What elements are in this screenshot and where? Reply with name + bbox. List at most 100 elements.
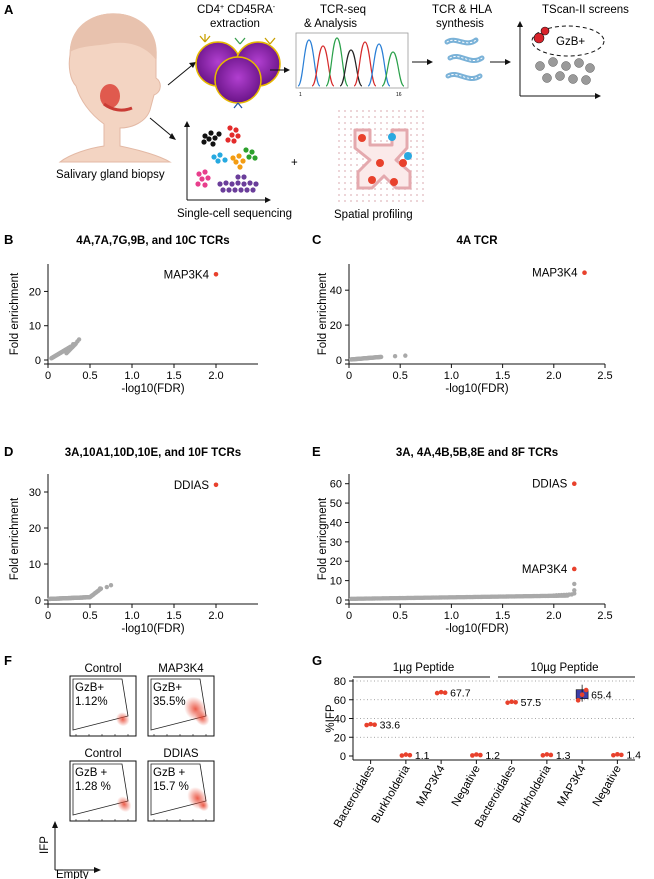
g-data-point <box>407 752 413 758</box>
panel-g: G 1µg Peptide 10µg Peptide020406080%IFPBa… <box>312 653 641 830</box>
y-tick-label: 60 <box>330 479 342 491</box>
gate-value: 15.7 % <box>153 781 189 793</box>
y-tick-label: 10 <box>29 559 41 571</box>
y-tick-label: 50 <box>330 498 342 510</box>
y-axis-label: Fold enricgment <box>317 497 329 580</box>
x-tick-label: 0.5 <box>82 370 97 382</box>
g-value-label: 1.4 <box>626 750 641 762</box>
head-illustration <box>58 13 172 163</box>
g-data-point <box>505 700 510 705</box>
data-point <box>572 591 577 596</box>
scatter-panels: B 4A,7A,7G,9B, and 10C TCRs 0 0.5 1.0 1.5 2.0 0… <box>4 232 613 635</box>
gzb-label: GzB+ <box>556 36 585 48</box>
x-tick-label: 1.5 <box>495 610 510 622</box>
highlight-point <box>213 482 219 488</box>
flow-plot-2: MAP3K4 GzB+ 35.5% <box>147 663 215 737</box>
scatter-panel-c: C 4A TCR 0 0.5 1.0 1.5 2.0 2.5 0 20 40 -log10(FDR) F… <box>312 232 613 395</box>
g-data-point <box>474 752 479 757</box>
g-data-point <box>548 752 554 758</box>
y-tick-label: 40 <box>330 285 342 297</box>
x-tick-label: 2.5 <box>597 610 612 622</box>
gate-value: 1.28 % <box>75 781 111 793</box>
x-tick-label: 1.0 <box>444 610 459 622</box>
x-tick-label: 1.5 <box>495 370 510 382</box>
highlight-label: MAP3K4 <box>164 269 210 281</box>
g-data-point <box>403 752 409 757</box>
synthesis-label-line2: synthesis <box>436 18 484 30</box>
highlight-label: MAP3K4 <box>522 564 568 576</box>
x-axis-label: -log10(FDR) <box>445 623 508 635</box>
x-tick-label: 0.5 <box>82 610 97 622</box>
y-tick-label: 30 <box>29 487 41 499</box>
g-category-label: Negative <box>450 764 483 809</box>
g-value-label: 33.6 <box>380 720 401 732</box>
g-value-label: 65.4 <box>591 690 612 702</box>
data-point <box>392 353 398 359</box>
gate-label: GzB+ <box>153 682 182 694</box>
g-y-tick-label: 0 <box>340 751 346 763</box>
g-data-point <box>470 753 475 758</box>
scatter-panel-d: D 3A,10A1,10D,10E, and 10F TCRs 0 0.5 1.0 1.5… <box>4 444 258 635</box>
flow-plot-frame <box>69 675 137 737</box>
panel-letter-a: A <box>4 2 14 17</box>
group-label-1: 1µg Peptide <box>393 662 455 674</box>
flow-plot-4: DDIAS GzB + 15.7 % <box>147 748 215 822</box>
g-data-point <box>583 687 589 693</box>
g-data-point <box>509 699 514 705</box>
data-point <box>71 342 76 347</box>
flow-plot-title: Control <box>84 663 121 675</box>
g-category-label: Burkholderia <box>370 763 413 825</box>
scatter-panel-b: B 4A,7A,7G,9B, and 10C TCRs 0 0.5 1.0 1.5 2.0 0… <box>4 232 258 395</box>
panel-letter-f: F <box>4 653 12 668</box>
g-value-label: 1.3 <box>556 750 571 762</box>
y-tick-label: 0 <box>35 595 41 607</box>
g-data-point <box>611 752 616 758</box>
g-category-label: Negative <box>591 764 624 809</box>
spatial-label: Spatial profiling <box>334 209 413 221</box>
g-y-tick-label: 60 <box>334 695 346 707</box>
x-tick-label: 1.5 <box>166 370 181 382</box>
g-data-point <box>438 689 444 695</box>
g-data-point <box>372 722 377 727</box>
data-point <box>76 337 82 342</box>
highlight-point <box>582 270 587 276</box>
panel-letter-c: C <box>312 232 322 247</box>
y-axis-label: Fold enrichment <box>9 272 21 355</box>
scatter-panel-e: E 3A, 4A,4B,5B,8E and 8F TCRs 0 0.5 1.0 1.5 2.… <box>312 444 613 635</box>
g-data-point <box>540 753 546 758</box>
density-blob <box>197 799 209 812</box>
y-axis-label: Fold enrichment <box>9 497 21 580</box>
y-tick-label: 20 <box>29 286 41 298</box>
g-data-point <box>513 699 518 705</box>
x-tick-label: 1.0 <box>124 610 139 622</box>
x-tick-label: 0.5 <box>393 370 408 382</box>
salivary-label: Salivary gland biopsy <box>56 169 165 181</box>
tcrseq-label-line2: & Analysis <box>304 18 357 30</box>
arrows-head <box>149 61 197 140</box>
y-tick-label: 20 <box>29 523 41 535</box>
x-tick-label: 2.0 <box>546 370 561 382</box>
panel-letter-d: D <box>4 444 13 459</box>
x-axis-label: -log10(FDR) <box>445 383 508 395</box>
highlight-label: DDIAS <box>174 480 209 492</box>
plus-sign: + <box>291 157 298 169</box>
density-blob <box>115 712 130 727</box>
y-tick-label: 30 <box>330 537 342 549</box>
svg-text:16: 16 <box>396 92 402 98</box>
x-tick-label: 2.5 <box>597 370 612 382</box>
g-category-label: MAP3K4 <box>415 763 448 809</box>
panel-title: 3A,10A1,10D,10E, and 10F TCRs <box>65 447 241 459</box>
g-y-tick-label: 20 <box>334 732 346 744</box>
panel-f: F Control GzB+ 1.12% MAP3K4 GzB+ 35.5% Control… <box>4 653 215 879</box>
data-point <box>403 353 408 358</box>
flow-plot-3: Control GzB + 1.28 % <box>69 748 137 822</box>
y-tick-label: 0 <box>336 355 342 367</box>
flow-plot-title: Control <box>84 748 121 760</box>
data-point <box>378 354 384 360</box>
highlight-label: DDIAS <box>532 479 567 491</box>
g-data-point <box>619 752 624 758</box>
highlight-point <box>571 566 577 572</box>
gate-label: GzB + <box>153 767 186 779</box>
flow-plot-title: DDIAS <box>163 748 198 760</box>
g-value-label: 67.7 <box>450 688 471 700</box>
